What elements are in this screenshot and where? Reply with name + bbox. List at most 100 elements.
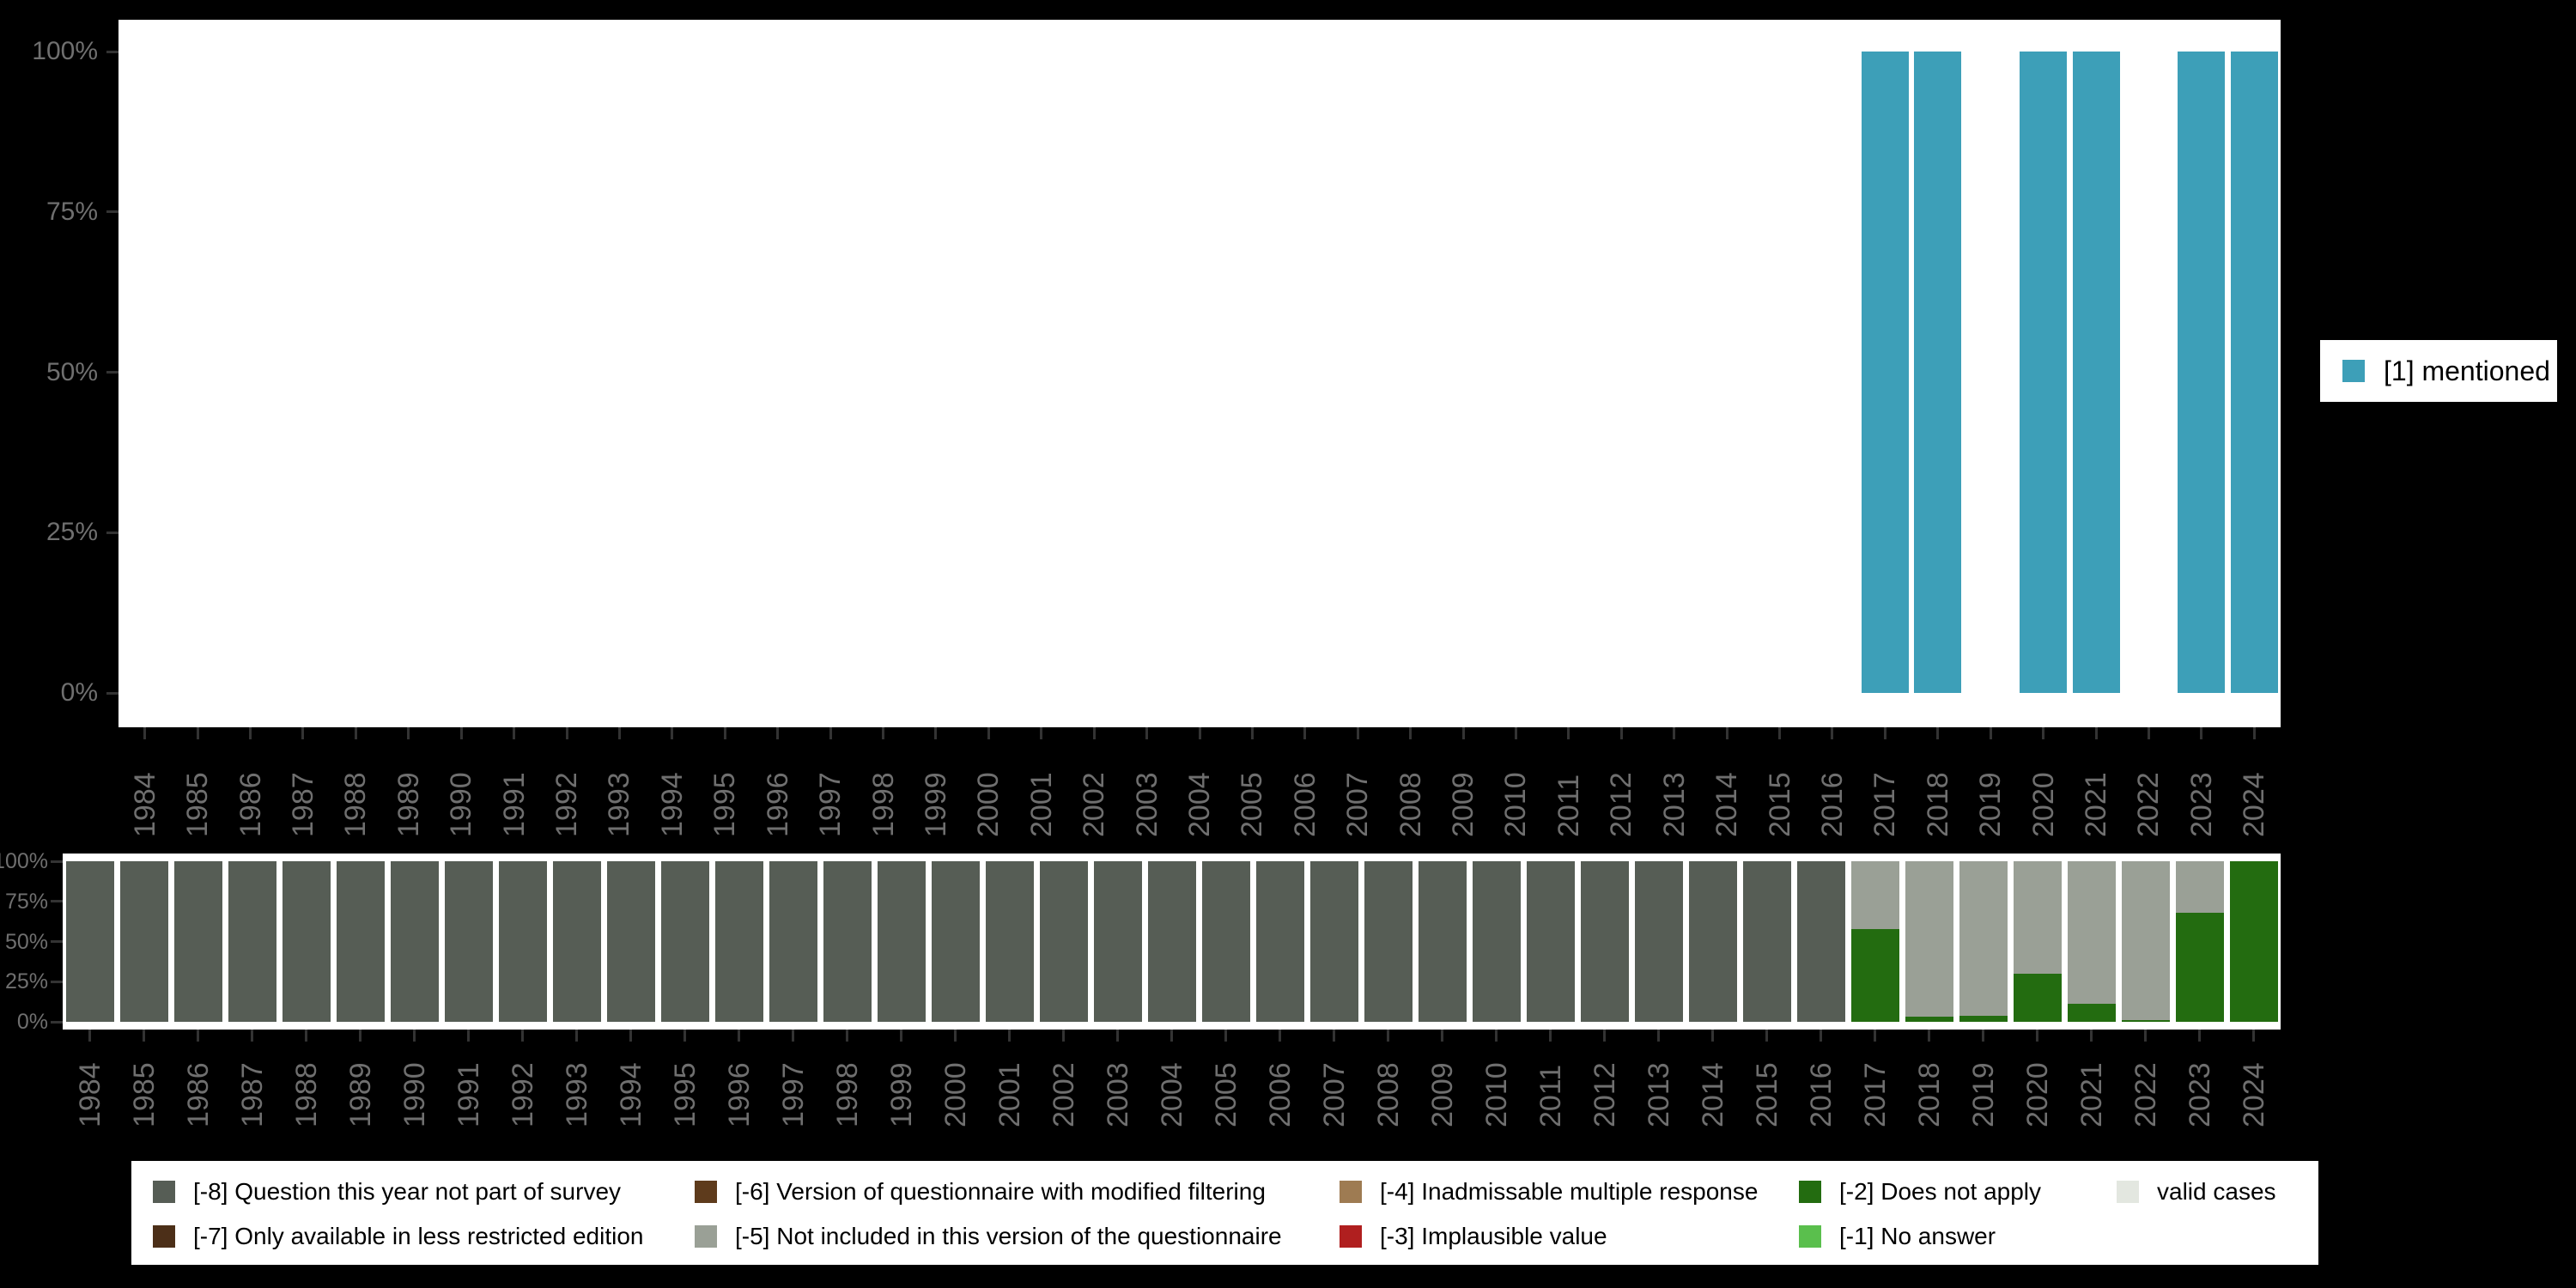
bottom-bar-2002--8 xyxy=(1039,861,1088,1022)
top-x-label-1992: 1992 xyxy=(550,772,584,837)
bottom-bar-2012--8 xyxy=(1580,861,1629,1022)
top-x-tick-1997 xyxy=(829,727,832,739)
bottom-x-tick-1992 xyxy=(521,1030,524,1042)
top-x-tick-2012 xyxy=(1619,727,1623,739)
bottom-x-tick-1987 xyxy=(251,1030,253,1042)
bottom-x-tick-2010 xyxy=(1495,1030,1498,1042)
bottom-y-tick-75 xyxy=(51,900,63,903)
bottom-bar-2024--2 xyxy=(2229,861,2278,1022)
bottom-x-tick-2005 xyxy=(1224,1030,1227,1042)
top-x-label-2018: 2018 xyxy=(1921,772,1954,837)
legend-swatch--8 xyxy=(153,1181,175,1203)
top-x-tick-1994 xyxy=(671,727,674,739)
legend-label--6: [-6] Version of questionnaire with modif… xyxy=(735,1178,1266,1205)
top-x-tick-2016 xyxy=(1831,727,1834,739)
bottom-y-tick-25 xyxy=(51,980,63,983)
bottom-y-label-0: 0% xyxy=(16,1010,48,1034)
bottom-y-tick-50 xyxy=(51,940,63,943)
top-x-label-2001: 2001 xyxy=(1024,772,1058,837)
top-x-label-2005: 2005 xyxy=(1236,772,1269,837)
top-y-tick-50 xyxy=(106,371,118,374)
bottom-x-label-2009: 2009 xyxy=(1425,1062,1459,1127)
bottom-x-label-2020: 2020 xyxy=(2020,1062,2054,1127)
bottom-x-tick-1988 xyxy=(305,1030,307,1042)
top-x-tick-2023 xyxy=(2200,727,2203,739)
bottom-x-tick-1997 xyxy=(792,1030,794,1042)
top-x-label-2014: 2014 xyxy=(1710,772,1744,837)
top-x-tick-1987 xyxy=(301,727,305,739)
bottom-y-label-100: 100% xyxy=(0,849,48,873)
bottom-y-tick-0 xyxy=(51,1020,63,1024)
bottom-bar-2017--2 xyxy=(1850,928,1899,1022)
bottom-bar-1992--8 xyxy=(498,861,547,1022)
top-y-tick-25 xyxy=(106,531,118,534)
bottom-bar-2001--8 xyxy=(985,861,1034,1022)
bottom-bar-2013--8 xyxy=(1634,861,1683,1022)
bottom-bar-2021--5 xyxy=(2067,861,2116,1005)
bottom-x-label-1985: 1985 xyxy=(127,1062,161,1127)
legend-label--5: [-5] Not included in this version of the… xyxy=(735,1223,1282,1249)
bottom-x-label-2016: 2016 xyxy=(1804,1062,1838,1127)
bottom-x-label-1987: 1987 xyxy=(235,1062,269,1127)
top-x-tick-2015 xyxy=(1778,727,1782,739)
bottom-bar-2020--5 xyxy=(2013,861,2062,974)
top-x-tick-2005 xyxy=(1250,727,1254,739)
top-x-label-2002: 2002 xyxy=(1078,772,1111,837)
top-x-tick-2020 xyxy=(2042,727,2045,739)
top-x-label-1994: 1994 xyxy=(655,772,689,837)
bottom-x-label-1999: 1999 xyxy=(884,1062,918,1127)
top-x-label-1996: 1996 xyxy=(761,772,794,837)
bottom-x-tick-2008 xyxy=(1387,1030,1389,1042)
bottom-x-tick-2015 xyxy=(1765,1030,1768,1042)
bottom-x-label-2022: 2022 xyxy=(2129,1062,2162,1127)
bottom-x-tick-1986 xyxy=(197,1030,199,1042)
bottom-bar-1990--8 xyxy=(390,861,439,1022)
top-x-label-2017: 2017 xyxy=(1868,772,1902,837)
bottom-bar-2010--8 xyxy=(1472,861,1521,1022)
bottom-x-label-2010: 2010 xyxy=(1479,1062,1513,1127)
bottom-x-label-2004: 2004 xyxy=(1155,1062,1188,1127)
legend-swatch--3 xyxy=(1340,1225,1362,1248)
bottom-x-label-2007: 2007 xyxy=(1317,1062,1351,1127)
bottom-bar-2009--8 xyxy=(1418,861,1467,1022)
bottom-bar-1993--8 xyxy=(552,861,601,1022)
bottom-bar-1985--8 xyxy=(119,861,168,1022)
bottom-x-tick-2012 xyxy=(1603,1030,1606,1042)
legend-label--4: [-4] Inadmissable multiple response xyxy=(1380,1178,1759,1205)
top-x-tick-2003 xyxy=(1145,727,1149,739)
bottom-x-tick-1998 xyxy=(846,1030,848,1042)
top-x-label-2011: 2011 xyxy=(1552,774,1585,837)
bottom-bar-1987--8 xyxy=(228,861,276,1022)
bottom-bar-2004--8 xyxy=(1147,861,1196,1022)
bottom-bar-2023--2 xyxy=(2175,912,2224,1022)
bottom-x-tick-2000 xyxy=(954,1030,957,1042)
bottom-x-label-1996: 1996 xyxy=(722,1062,756,1127)
mentioned-legend-label: [1] mentioned xyxy=(2384,355,2550,386)
bottom-x-tick-2022 xyxy=(2144,1030,2147,1042)
bottom-y-tick-100 xyxy=(51,860,63,863)
top-x-label-2016: 2016 xyxy=(1815,772,1849,837)
top-bar-2021-1 xyxy=(2072,52,2120,693)
bottom-x-label-2003: 2003 xyxy=(1101,1062,1134,1127)
top-x-tick-2006 xyxy=(1303,727,1307,739)
bottom-x-tick-2002 xyxy=(1062,1030,1065,1042)
bottom-y-label-50: 50% xyxy=(4,929,48,954)
bottom-bar-1986--8 xyxy=(173,861,222,1022)
bottom-bar-2006--8 xyxy=(1255,861,1304,1022)
bottom-x-tick-1989 xyxy=(359,1030,361,1042)
bottom-x-label-1989: 1989 xyxy=(343,1062,377,1127)
top-x-tick-2011 xyxy=(1567,727,1571,739)
top-x-tick-1986 xyxy=(249,727,252,739)
bottom-x-label-1984: 1984 xyxy=(73,1062,106,1127)
bottom-x-tick-2004 xyxy=(1170,1030,1173,1042)
bottom-bar-1998--8 xyxy=(823,861,872,1022)
top-bar-2018-1 xyxy=(1914,52,1962,693)
legend-label--3: [-3] Implausible value xyxy=(1380,1223,1607,1249)
bottom-bar-1984--8 xyxy=(65,861,114,1022)
bottom-x-tick-2007 xyxy=(1333,1030,1335,1042)
bottom-bar-2021--2 xyxy=(2067,1004,2116,1022)
bottom-x-tick-1995 xyxy=(683,1030,686,1042)
bottom-x-tick-2013 xyxy=(1657,1030,1660,1042)
top-x-tick-2013 xyxy=(1673,727,1676,739)
top-x-tick-2021 xyxy=(2094,727,2098,739)
